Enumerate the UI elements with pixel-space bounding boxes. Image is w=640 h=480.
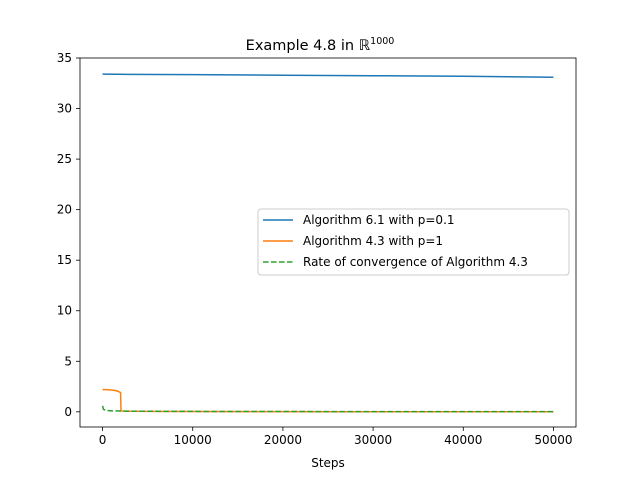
x-tick-label: 0 [99, 433, 107, 447]
chart-title: Example 4.8 in ℝ1000 [246, 36, 395, 54]
chart-title-math: ℝ [359, 38, 371, 54]
y-tick-label: 35 [57, 51, 72, 65]
y-tick-label: 0 [64, 405, 72, 419]
x-tick-label: 40000 [444, 433, 482, 447]
y-tick-label: 30 [57, 102, 72, 116]
y-tick-label: 5 [64, 354, 72, 368]
legend: Algorithm 6.1 with p=0.1 Algorithm 4.3 wi… [257, 208, 570, 276]
legend-label-2: Algorithm 4.3 with p=1 [303, 234, 443, 248]
x-tick-label: 30000 [354, 433, 392, 447]
y-tick-label: 10 [57, 304, 72, 318]
x-tick-label: 20000 [264, 433, 302, 447]
x-tick-label: 50000 [534, 433, 572, 447]
x-axis-label: Steps [311, 456, 345, 470]
y-tick-label: 20 [57, 203, 72, 217]
series-line-1 [102, 73, 554, 78]
chart-title-text: Example 4.8 in [246, 38, 359, 54]
y-tick-label: 15 [57, 253, 72, 267]
legend-label-1: Algorithm 6.1 with p=0.1 [303, 213, 455, 227]
y-tick-label: 25 [57, 152, 72, 166]
legend-box [257, 208, 570, 276]
plot-area: 0 10000 20000 30000 40000 50000 0 5 10 15 20 25 30 35 [57, 51, 577, 447]
chart-title-superscript: 1000 [370, 36, 394, 47]
axes-frame [79, 57, 577, 428]
legend-label-3: Rate of convergence of Algorithm 4.3 [303, 255, 528, 269]
series-line-3 [101, 405, 554, 413]
x-tick-label: 10000 [174, 433, 212, 447]
